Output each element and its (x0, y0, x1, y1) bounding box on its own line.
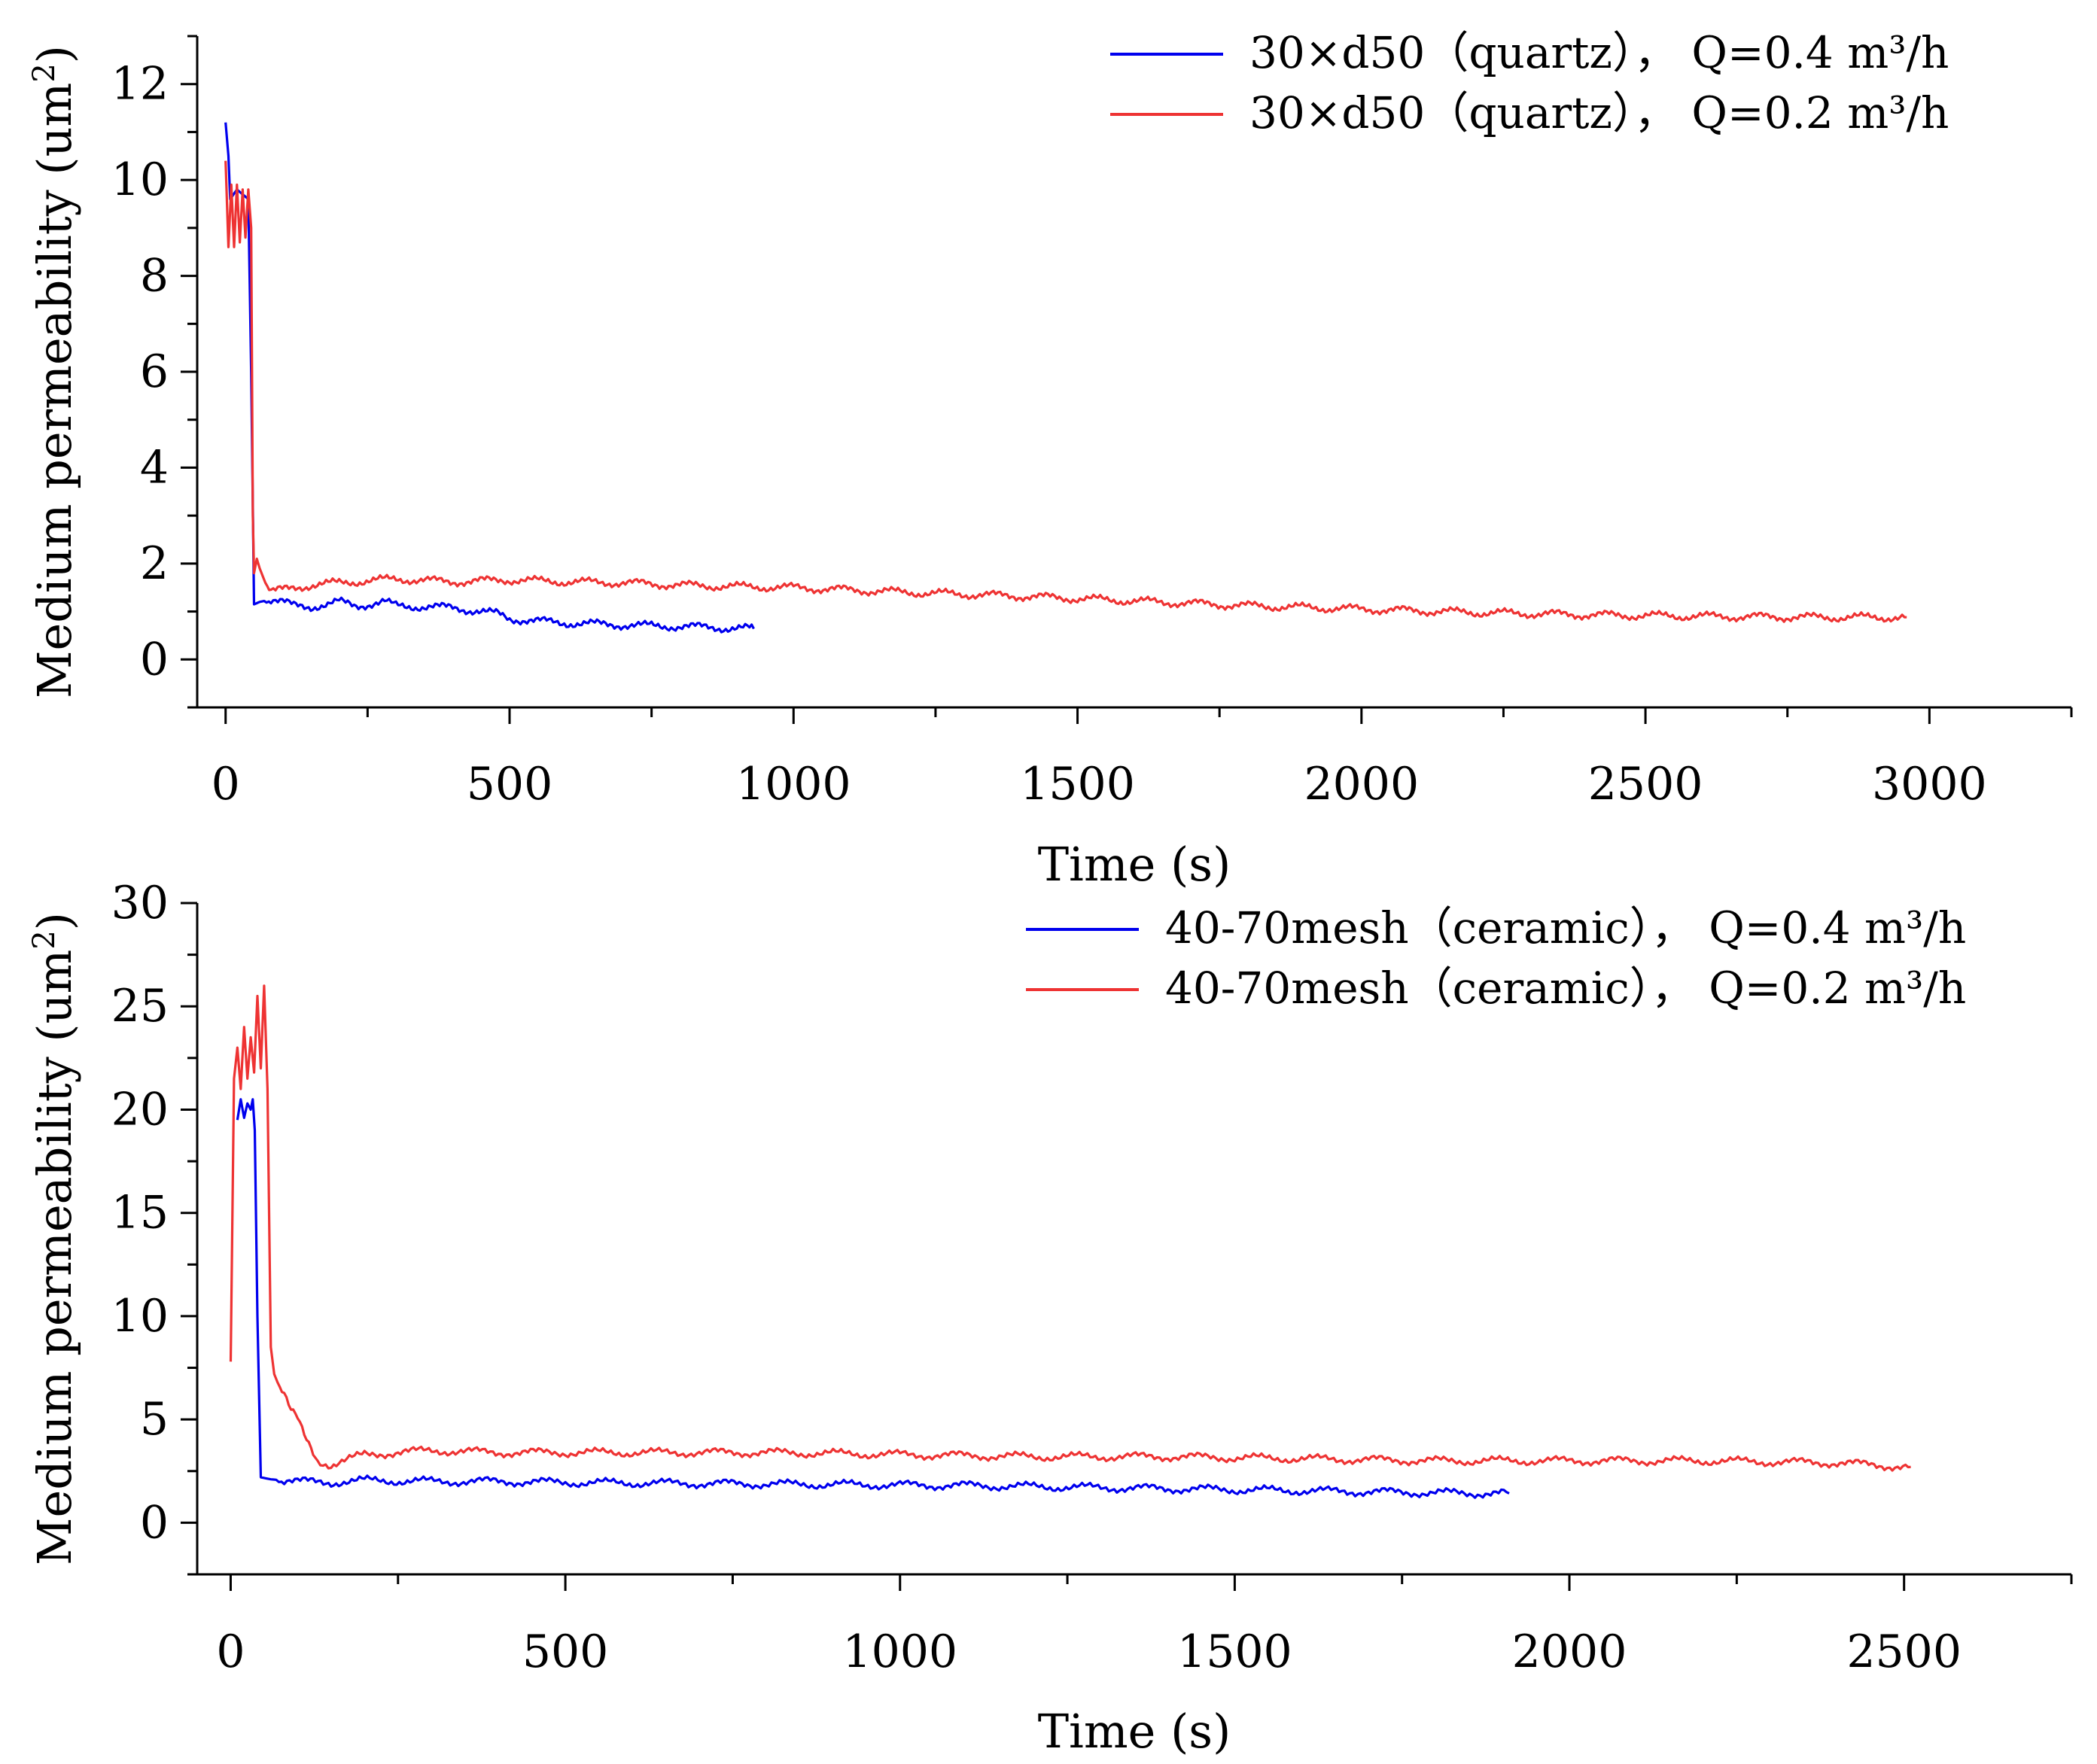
y-axis-title: Medium permeability (um2) (27, 45, 82, 698)
y-axis-title-main: Medium permeability (um (27, 83, 82, 698)
y-tick-label: 8 (140, 250, 169, 303)
y-tick-label: 0 (140, 633, 169, 686)
y-tick-label: 5 (140, 1393, 169, 1446)
x-tick-label: 1500 (1020, 758, 1135, 811)
x-tick-label: 0 (212, 758, 240, 811)
x-tick-label: 0 (216, 1626, 245, 1678)
y-tick-label: 15 (111, 1187, 169, 1239)
x-tick-label: 1000 (842, 1626, 957, 1678)
series-line-0 (224, 122, 755, 634)
y-tick-label: 6 (140, 345, 169, 398)
legend-label-1: 40-70mesh（ceramic）， Q=0.2 m³/h (1165, 963, 1966, 1014)
y-tick-label: 25 (111, 980, 169, 1033)
y-tick-label: 10 (111, 154, 169, 206)
x-tick-label: 3000 (1872, 758, 1987, 811)
y-axis-title-close: ) (27, 912, 82, 930)
x-tick-label: 500 (467, 758, 553, 811)
y-axis-title: Medium permeability (um2) (27, 912, 82, 1565)
y-tick-label: 30 (111, 877, 169, 929)
x-axis-title: Time (s) (1038, 837, 1231, 892)
x-tick-label: 1000 (736, 758, 851, 811)
y-tick-label: 20 (111, 1083, 169, 1136)
x-tick-label: 500 (522, 1626, 609, 1678)
x-tick-label: 1500 (1177, 1626, 1292, 1678)
y-tick-label: 2 (140, 537, 169, 590)
y-axis-title-superscript: 2 (27, 930, 62, 949)
x-tick-label: 2500 (1846, 1626, 1962, 1678)
x-tick-label: 2000 (1512, 1626, 1627, 1678)
chart-bottom-ceramic: 0 500 1000 1500 2000 2500 0 5 10 15 20 25 30 Time (s)… (27, 877, 2073, 1759)
legend-label-0: 40-70mesh（ceramic）， Q=0.4 m³/h (1165, 902, 1966, 953)
x-axis-title: Time (s) (1038, 1704, 1231, 1759)
y-axis-title-main: Medium permeability (um (27, 950, 82, 1565)
legend-label-0: 30×d50（quartz）， Q=0.4 m³/h (1249, 27, 1949, 78)
x-tick-label: 2500 (1588, 758, 1703, 811)
y-tick-label: 10 (111, 1290, 169, 1343)
y-tick-label: 0 (140, 1496, 169, 1549)
y-axis-title-close: ) (27, 45, 82, 63)
legend-label-1: 30×d50（quartz）， Q=0.2 m³/h (1249, 87, 1949, 138)
chart-top-quartz: 0 500 1000 1500 2000 2500 3000 0 2 4 6 8 10 12 Time (s… (27, 27, 2073, 892)
series-line-1 (224, 160, 1907, 623)
x-tick-label: 2000 (1304, 758, 1419, 811)
y-axis-title-superscript: 2 (27, 63, 62, 82)
y-tick-label: 12 (111, 58, 169, 111)
y-tick-label: 4 (140, 441, 169, 494)
series-line-1 (229, 984, 1911, 1472)
series-line-0 (236, 1098, 1510, 1499)
